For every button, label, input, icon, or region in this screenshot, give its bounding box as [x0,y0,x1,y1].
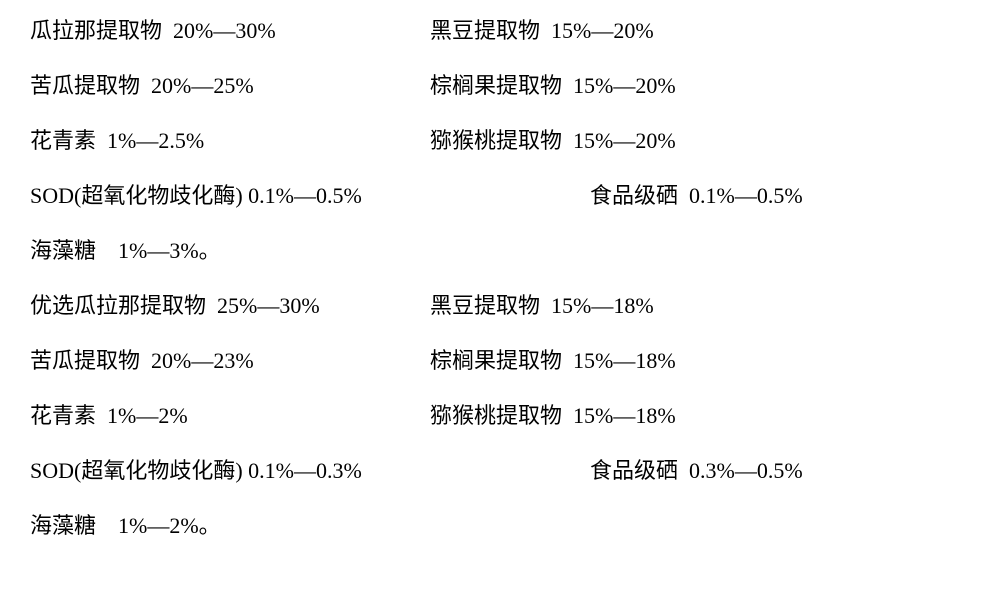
ingredient-right: 棕榈果提取物 15%—20% [430,75,676,97]
ingredient-right: 黑豆提取物 15%—20% [430,20,654,42]
ingredient-row: 苦瓜提取物 20%—25%棕榈果提取物 15%—20% [30,75,970,97]
ingredient-right: 棕榈果提取物 15%—18% [430,350,676,372]
ingredient-right: 食品级硒 0.1%—0.5% [590,185,803,207]
ingredient-left: 花青素 1%—2.5% [30,130,430,152]
ingredient-row: 苦瓜提取物 20%—23%棕榈果提取物 15%—18% [30,350,970,372]
ingredient-left: SOD(超氧化物歧化酶) 0.1%—0.3% [30,460,590,482]
ingredient-row: 海藻糖 1%—2%。 [30,515,970,537]
ingredient-row: 海藻糖 1%—3%。 [30,240,970,262]
ingredient-list: 瓜拉那提取物 20%—30%黑豆提取物 15%—20% 苦瓜提取物 20%—25%… [30,20,970,537]
ingredient-left: 苦瓜提取物 20%—25% [30,75,430,97]
ingredient-row: 优选瓜拉那提取物 25%—30%黑豆提取物 15%—18% [30,295,970,317]
ingredient-left: 花青素 1%—2% [30,405,430,427]
ingredient-left: 瓜拉那提取物 20%—30% [30,20,430,42]
ingredient-left: 海藻糖 1%—3%。 [30,240,430,262]
ingredient-right: 食品级硒 0.3%—0.5% [590,460,803,482]
ingredient-row: 瓜拉那提取物 20%—30%黑豆提取物 15%—20% [30,20,970,42]
ingredient-right: 猕猴桃提取物 15%—20% [430,130,676,152]
ingredient-row: SOD(超氧化物歧化酶) 0.1%—0.3%食品级硒 0.3%—0.5% [30,460,970,482]
ingredient-left: 苦瓜提取物 20%—23% [30,350,430,372]
ingredient-right: 猕猴桃提取物 15%—18% [430,405,676,427]
ingredient-row: SOD(超氧化物歧化酶) 0.1%—0.5%食品级硒 0.1%—0.5% [30,185,970,207]
ingredient-left: 优选瓜拉那提取物 25%—30% [30,295,430,317]
ingredient-row: 花青素 1%—2%猕猴桃提取物 15%—18% [30,405,970,427]
ingredient-left: 海藻糖 1%—2%。 [30,515,430,537]
ingredient-right: 黑豆提取物 15%—18% [430,295,654,317]
ingredient-left: SOD(超氧化物歧化酶) 0.1%—0.5% [30,185,590,207]
ingredient-row: 花青素 1%—2.5%猕猴桃提取物 15%—20% [30,130,970,152]
